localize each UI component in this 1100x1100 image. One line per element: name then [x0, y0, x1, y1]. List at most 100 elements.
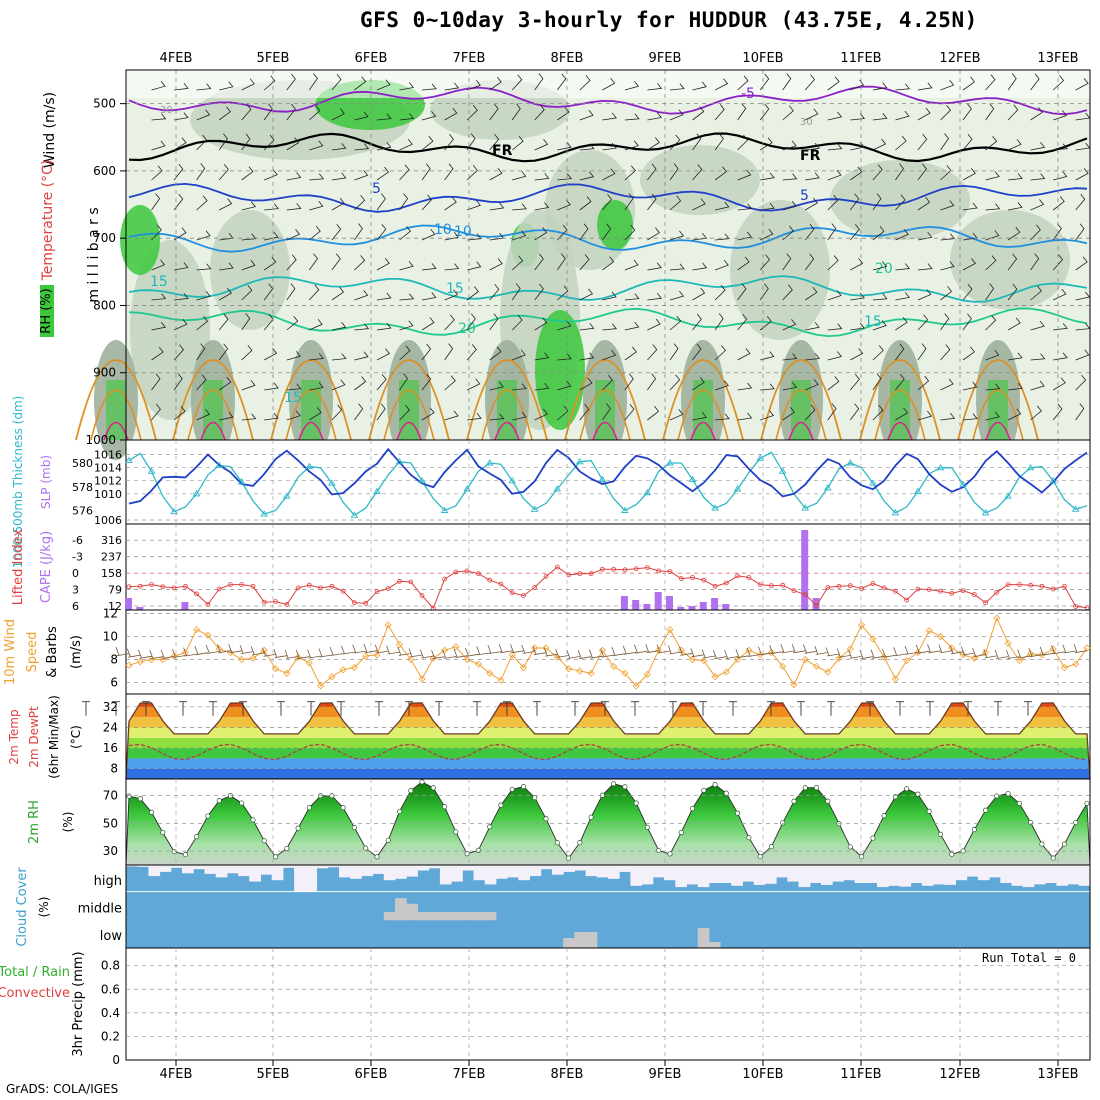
wind-barb — [534, 202, 550, 211]
temp-label: 2m Temp — [7, 709, 21, 764]
contour-label: 20 — [458, 321, 476, 337]
thickness-point — [1071, 505, 1080, 512]
high-cloud-bar — [1056, 865, 1069, 886]
wind-barb — [489, 258, 503, 271]
wind-barb — [1007, 73, 1017, 91]
rh-point — [554, 840, 560, 846]
wind-barb — [760, 203, 775, 211]
precip-tick: 0 — [112, 1053, 120, 1067]
wind-barb — [782, 225, 794, 241]
rh-region — [130, 240, 210, 420]
surface-wind-barb — [679, 646, 693, 656]
isotherm-warm — [466, 359, 548, 441]
wind-barb — [1075, 168, 1089, 181]
wind-barb — [196, 83, 212, 91]
rh-point — [475, 847, 481, 853]
temperature-maxmin-bar — [337, 701, 345, 716]
wind-barb — [579, 377, 593, 391]
wind10m-label: & Barbs — [45, 626, 60, 678]
wind-barb — [962, 346, 975, 361]
wind-barb — [917, 375, 930, 391]
lifted-index-point — [588, 571, 594, 577]
rh-point — [1050, 855, 1056, 861]
li-tick: 6 — [72, 600, 79, 613]
cloud-layer-label: middle — [78, 902, 122, 917]
wind-barb — [782, 105, 794, 121]
thickness-point — [981, 509, 990, 516]
high-cloud-bar — [226, 865, 239, 874]
wind-speed-point — [542, 644, 550, 652]
high-cloud-bar — [619, 865, 631, 872]
wind-barb — [376, 141, 392, 151]
isotherm-hot — [298, 421, 324, 441]
wind-barb — [692, 377, 705, 391]
wind-barb — [286, 315, 299, 331]
rh-point — [261, 838, 267, 844]
surface-wind-barb — [611, 647, 625, 657]
temperature-maxmin-bar — [142, 701, 150, 716]
lifted-index-point — [600, 566, 605, 572]
surface-wind-barb — [577, 650, 592, 660]
wind-speed-point — [136, 658, 144, 666]
wind-barb — [850, 113, 866, 121]
lifted-index-point — [893, 588, 898, 594]
rh-point — [148, 809, 155, 815]
isotherm-warm — [677, 389, 729, 441]
wind-barb — [985, 255, 997, 271]
wind-speed-point — [970, 654, 978, 662]
rh-point — [1073, 819, 1079, 826]
cape-bar — [801, 530, 809, 610]
wind-barb — [376, 374, 387, 391]
cape-bar — [677, 607, 685, 610]
temperature-maxmin-bar — [112, 701, 120, 716]
credit-label: GrADS: COLA/IGES — [6, 1082, 119, 1096]
lifted-index-point — [814, 603, 819, 608]
wind-barb — [940, 261, 955, 271]
temperature-fill — [126, 702, 1090, 779]
rh-point — [430, 785, 436, 791]
wind-barb — [1030, 320, 1045, 331]
wind-barb — [309, 201, 324, 211]
isotherm-warm — [481, 389, 533, 441]
surface-wind-barb — [183, 647, 197, 657]
surface-wind-barb — [341, 645, 355, 655]
isotherm-freezing — [128, 132, 1088, 163]
lifted-index-point — [577, 571, 583, 577]
date-label-top: 4FEB — [160, 51, 193, 66]
wind-speed-point — [711, 673, 719, 681]
wind-barb — [556, 253, 566, 271]
thickness-point — [1004, 492, 1012, 499]
temperature-band — [126, 758, 1090, 769]
temperature-band — [126, 748, 1090, 759]
wind-barb — [264, 382, 279, 391]
rh-point — [340, 805, 346, 811]
contour-label: 10 — [434, 222, 452, 238]
high-cloud-bar — [877, 865, 889, 888]
wind-barb — [1008, 173, 1023, 181]
high-cloud-bar — [720, 865, 732, 883]
middle-cloud-bar — [451, 912, 463, 921]
thickness-point — [621, 506, 629, 513]
wind-barb — [895, 229, 909, 241]
wind-barb — [579, 110, 594, 121]
high-cloud-bar — [159, 865, 172, 872]
high-cloud-bar — [529, 865, 542, 877]
wind-barb — [579, 254, 590, 271]
wind-speed-point — [925, 627, 933, 635]
rh-point — [1061, 841, 1068, 847]
wind-speed-point — [700, 657, 708, 665]
wind-barb — [1052, 75, 1065, 91]
rh-point — [983, 807, 989, 813]
lifted-index-point — [543, 574, 549, 579]
temperature-maxmin-bar — [964, 701, 972, 716]
high-cloud-bar — [182, 865, 194, 874]
wind-barb — [579, 352, 595, 361]
high-cloud-bar — [316, 865, 329, 869]
temperature-maxmin-bar — [277, 701, 285, 716]
wind-barb — [489, 133, 500, 151]
temperature-maxmin-bar — [669, 701, 677, 716]
wind-barb — [692, 287, 706, 301]
wind-barb — [669, 230, 685, 241]
wind-barb — [286, 351, 301, 361]
wind-barb — [849, 224, 860, 241]
